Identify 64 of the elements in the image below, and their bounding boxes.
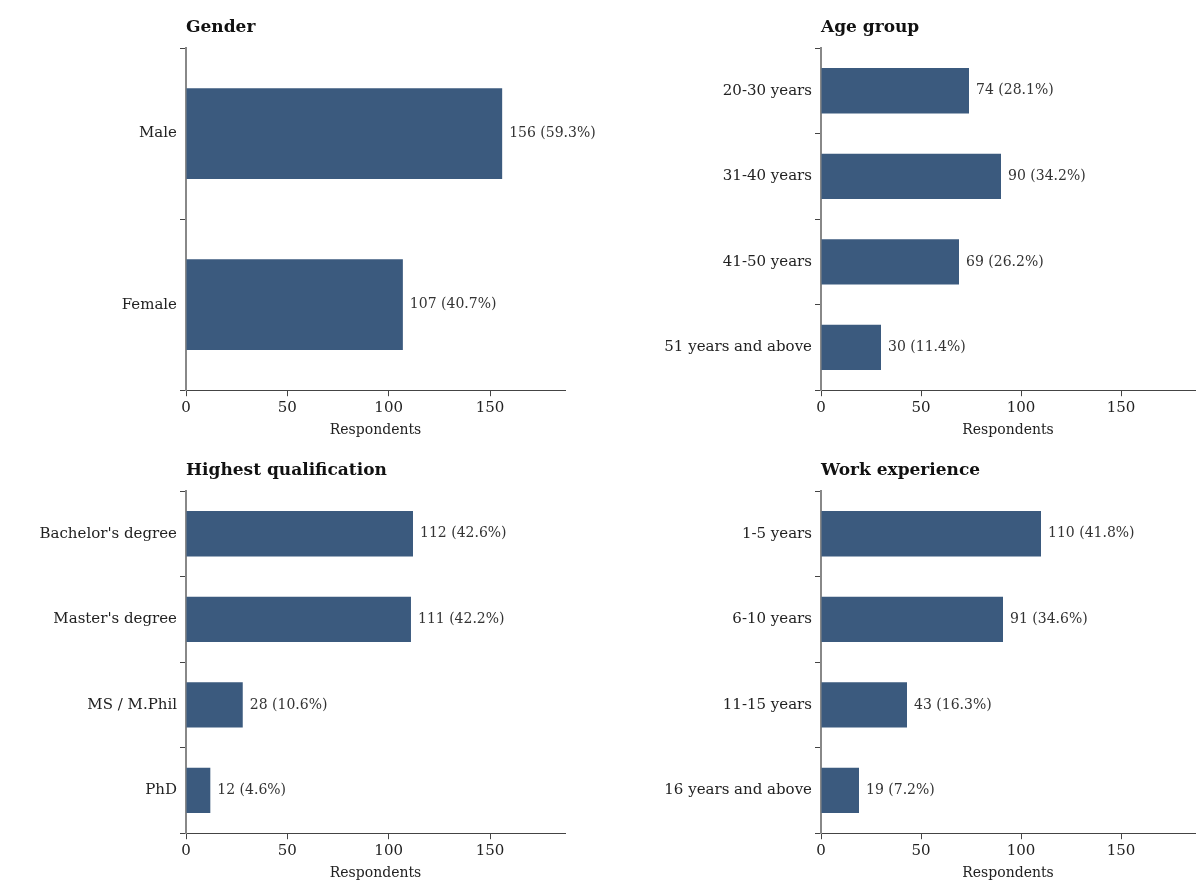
data-label: 90 (34.2%) (1008, 166, 1086, 183)
y-tick-label: 51 years and above (664, 337, 813, 356)
data-label: 74 (28.1%) (976, 81, 1054, 98)
x-axis-title: Respondents (329, 864, 422, 881)
data-label: 107 (40.7%) (409, 295, 497, 312)
y-tick-label: MS / M.Phil (87, 694, 178, 713)
bar (821, 68, 969, 114)
x-tick-label: 100 (1006, 841, 1036, 860)
bar (821, 239, 959, 285)
x-axis-title: Respondents (329, 421, 422, 438)
bar (186, 682, 243, 728)
x-tick-label: 0 (181, 841, 191, 860)
chart-title: Age group (820, 16, 920, 36)
y-tick-label: 6-10 years (732, 609, 812, 628)
bar (821, 596, 1003, 642)
bar (186, 596, 411, 642)
data-label: 111 (42.2%) (417, 609, 505, 626)
y-tick-label: 16 years and above (664, 780, 813, 799)
y-tick-label: 1-5 years (741, 523, 812, 542)
chart-title: Gender (186, 16, 257, 36)
bar (186, 511, 413, 557)
x-tick-label: 150 (475, 398, 505, 417)
bar (821, 324, 881, 371)
x-axis-title: Respondents (962, 864, 1054, 881)
y-tick-label: 11-15 years (722, 694, 812, 713)
chart-title: Highest qualification (186, 459, 387, 479)
y-tick-label: Bachelor's degree (39, 523, 178, 542)
y-tick-label: 41-50 years (722, 251, 812, 270)
x-tick-label: 0 (181, 398, 191, 417)
x-tick-label: 100 (374, 398, 403, 417)
y-tick-label: 20-30 years (722, 80, 812, 99)
x-tick-label: 50 (911, 398, 931, 417)
data-label: 28 (10.6%) (249, 695, 328, 712)
data-label: 156 (59.3%) (509, 124, 596, 141)
data-label: 19 (7.2%) (866, 781, 935, 798)
bar (821, 511, 1041, 557)
x-tick-label: 150 (1106, 841, 1136, 860)
x-tick-label: 50 (277, 398, 297, 417)
y-tick-label: 31-40 years (722, 166, 812, 185)
x-tick-label: 50 (277, 841, 297, 860)
y-tick-label: Master's degree (53, 609, 178, 628)
data-label: 30 (11.4%) (888, 338, 966, 355)
bar (186, 767, 211, 814)
data-label: 91 (34.6%) (1010, 609, 1088, 626)
x-tick-label: 100 (374, 841, 403, 860)
x-tick-label: 150 (475, 841, 505, 860)
x-tick-label: 0 (816, 841, 826, 860)
data-label: 12 (4.6%) (217, 781, 287, 798)
bar (821, 153, 1001, 199)
data-label: 112 (42.6%) (419, 524, 507, 541)
x-tick-label: 100 (1006, 398, 1036, 417)
data-label: 69 (26.2%) (966, 252, 1044, 269)
y-tick-label: PhD (145, 780, 177, 799)
x-tick-label: 150 (1106, 398, 1136, 417)
x-tick-label: 0 (816, 398, 826, 417)
x-axis-title: Respondents (962, 421, 1054, 438)
chart-title: Work experience (820, 459, 981, 479)
data-label: 43 (16.3%) (914, 695, 992, 712)
bar (821, 767, 859, 814)
y-tick-label: Male (139, 123, 178, 142)
x-tick-label: 50 (911, 841, 931, 860)
bar (821, 682, 907, 728)
y-tick-label: Female (121, 294, 178, 313)
data-label: 110 (41.8%) (1048, 524, 1135, 541)
